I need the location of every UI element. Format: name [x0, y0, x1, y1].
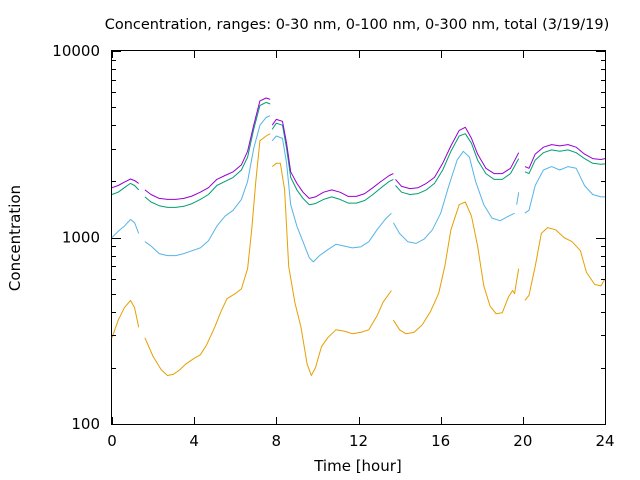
- series-line: [144, 97, 271, 200]
- series-line: [271, 122, 394, 206]
- series-4: [111, 97, 606, 200]
- series-line: [144, 115, 271, 257]
- series-line: [144, 101, 271, 208]
- series-3: [111, 101, 606, 208]
- series-line: [516, 192, 520, 205]
- series-line: [271, 162, 392, 376]
- axis-layer: 0 4 8 12 16 20 24 100 1000 10000: [52, 42, 614, 450]
- series-line: [111, 182, 140, 195]
- series-line: [271, 135, 392, 263]
- x-tick-label: 16: [431, 432, 450, 450]
- chart-title: Concentration, ranges: 0-30 nm, 0-100 nm…: [105, 17, 610, 33]
- series-line: [524, 166, 605, 214]
- series-line: [524, 149, 606, 175]
- x-tick-label: 4: [189, 432, 199, 450]
- x-tick-label: 12: [349, 432, 368, 450]
- x-tick-label: 8: [272, 432, 282, 450]
- y-axis-label: Concentration: [6, 185, 24, 291]
- series-line: [111, 178, 139, 189]
- series-line: [395, 126, 520, 190]
- plot-area: [111, 50, 606, 425]
- y-tick-label: 10000: [52, 42, 100, 60]
- series-line: [144, 133, 271, 376]
- series-line: [111, 218, 140, 238]
- series-line: [395, 133, 520, 195]
- series-line: [111, 299, 140, 338]
- series-layer: [111, 97, 606, 376]
- series-line: [524, 144, 606, 169]
- y-tick-label: 100: [71, 415, 100, 433]
- series-1: [111, 133, 606, 376]
- x-axis-label: Time [hour]: [313, 457, 402, 475]
- x-tick-label: 24: [595, 432, 614, 450]
- plot-border: [111, 50, 606, 425]
- series-line: [392, 201, 520, 335]
- x-tick-label: 0: [107, 432, 117, 450]
- x-tick-label: 20: [513, 432, 532, 450]
- series-line: [524, 227, 606, 301]
- y-tick-label: 1000: [62, 229, 100, 247]
- series-line: [271, 118, 394, 199]
- series-2: [111, 115, 605, 263]
- series-line: [392, 150, 515, 244]
